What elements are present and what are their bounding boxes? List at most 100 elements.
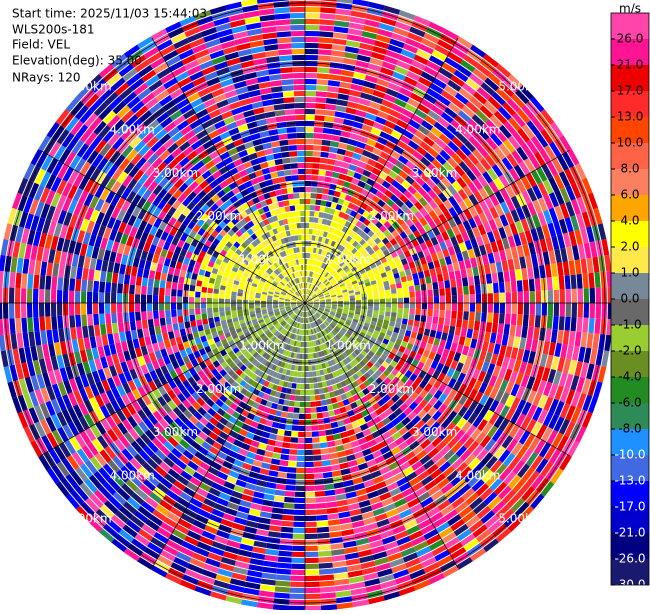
- velocity-cell: [320, 592, 336, 598]
- velocity-cell: [305, 546, 318, 551]
- velocity-cell: [543, 251, 550, 265]
- velocity-cell: [584, 288, 590, 303]
- velocity-cell: [164, 258, 171, 267]
- velocity-cell: [315, 497, 326, 503]
- velocity-cell: [318, 551, 332, 557]
- velocity-cell: [219, 312, 225, 317]
- velocity-cell: [96, 335, 103, 347]
- velocity-cell: [231, 295, 236, 299]
- velocity-cell: [287, 413, 294, 419]
- velocity-cell: [476, 294, 481, 303]
- velocity-cell: [305, 462, 314, 467]
- velocity-cell: [402, 319, 408, 325]
- velocity-cell: [292, 546, 305, 551]
- velocity-cell: [305, 97, 316, 102]
- velocity-cell: [75, 303, 80, 315]
- velocity-cell: [335, 15, 351, 22]
- velocity-cell: [275, 441, 283, 447]
- velocity-cell: [254, 454, 263, 461]
- velocity-cell: [106, 272, 112, 283]
- velocity-cell: [0, 287, 2, 303]
- velocity-cell: [70, 327, 77, 340]
- velocity-cell: [441, 332, 448, 341]
- velocity-cell: [313, 223, 318, 229]
- velocity-cell: [148, 319, 154, 328]
- velocity-cell: [135, 285, 141, 294]
- velocity-cell: [315, 103, 326, 109]
- velocity-cell: [346, 454, 356, 461]
- velocity-cell: [21, 318, 27, 333]
- velocity-cell: [492, 323, 498, 334]
- velocity-cell: [560, 303, 565, 317]
- velocity-cell: [398, 303, 403, 308]
- velocity-cell: [290, 443, 298, 449]
- velocity-cell: [90, 258, 97, 270]
- velocity-cell: [231, 299, 236, 303]
- velocity-cell: [504, 324, 511, 335]
- velocity-cell: [137, 329, 144, 339]
- velocity-cell: [282, 515, 294, 521]
- velocity-cell: [433, 310, 439, 317]
- velocity-cell: [305, 25, 320, 31]
- velocity-cell: [111, 303, 116, 313]
- velocity-cell: [305, 43, 319, 48]
- velocity-cell: [438, 317, 444, 325]
- velocity-cell: [434, 303, 439, 310]
- velocity-cell: [493, 344, 500, 355]
- velocity-cell: [430, 330, 437, 338]
- velocity-cell: [260, 511, 272, 518]
- velocity-cell: [551, 263, 558, 277]
- velocity-cell: [316, 509, 327, 515]
- velocity-cell: [488, 303, 493, 313]
- velocity-cell: [45, 276, 51, 290]
- velocity-cell: [243, 300, 248, 303]
- velocity-cell: [131, 266, 138, 276]
- velocity-cell: [284, 430, 292, 436]
- velocity-cell: [305, 450, 313, 455]
- velocity-cell: [109, 344, 116, 355]
- velocity-cell: [336, 154, 345, 161]
- velocity-cell: [310, 205, 315, 211]
- velocity-cell: [508, 335, 515, 347]
- velocity-cell: [305, 408, 311, 413]
- velocity-cell: [319, 569, 333, 575]
- velocity-cell: [305, 396, 310, 401]
- velocity-cell: [342, 125, 352, 132]
- velocity-cell: [435, 267, 442, 275]
- velocity-cell: [21, 303, 27, 318]
- velocity-cell: [289, 606, 305, 610]
- velocity-cell: [472, 330, 479, 340]
- velocity-cell: [11, 257, 18, 273]
- velocity-cell: [340, 523, 353, 530]
- velocity-cell: [336, 494, 347, 501]
- velocity-cell: [578, 288, 584, 303]
- velocity-cell: [322, 134, 331, 140]
- velocity-cell: [58, 264, 65, 277]
- velocity-cell: [58, 328, 65, 341]
- velocity-cell: [173, 275, 179, 283]
- velocity-cell: [270, 464, 280, 471]
- velocity-cell: [153, 303, 158, 311]
- velocity-cell: [291, 564, 305, 570]
- velocity-cell: [290, 582, 305, 588]
- velocity-cell: [310, 390, 315, 396]
- velocity-cell: [584, 303, 590, 318]
- velocity-cell: [326, 98, 337, 105]
- velocity-cell: [515, 325, 522, 337]
- velocity-cell: [490, 263, 497, 274]
- velocity-cell: [139, 259, 146, 269]
- velocity-cell: [207, 308, 213, 313]
- velocity-cell: [177, 309, 183, 316]
- velocity-cell: [290, 588, 305, 594]
- velocity-cell: [505, 314, 511, 325]
- velocity-cell: [101, 334, 108, 346]
- velocity-cell: [339, 82, 351, 89]
- velocity-cell: [320, 586, 335, 592]
- velocity-cell: [380, 299, 385, 303]
- velocity-cell: [291, 389, 296, 395]
- velocity-cell: [81, 280, 87, 292]
- velocity-cell: [463, 286, 469, 295]
- velocity-cell: [153, 311, 159, 319]
- velocity-cell: [295, 390, 300, 396]
- velocity-cell: [447, 334, 454, 343]
